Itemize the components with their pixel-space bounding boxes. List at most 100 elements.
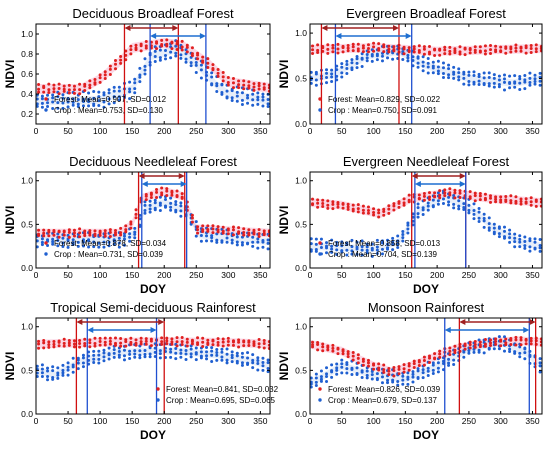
- crop-point: [158, 203, 162, 207]
- crop-point: [401, 374, 405, 378]
- forest-point: [88, 341, 92, 345]
- forest-point: [62, 344, 66, 348]
- forest-point: [52, 83, 56, 87]
- crop-point: [533, 240, 537, 244]
- x-tick-label: 0: [34, 416, 39, 426]
- forest-point: [331, 343, 335, 347]
- crop-point: [97, 103, 101, 107]
- crop-point: [266, 104, 270, 108]
- forest-point: [175, 344, 179, 348]
- y-axis-label: NDVI: [3, 60, 17, 89]
- crop-point: [441, 61, 445, 65]
- crop-point: [355, 61, 359, 65]
- y-tick-label: 0.0: [21, 263, 33, 273]
- forest-point: [433, 53, 437, 57]
- crop-season-arrow: [87, 327, 157, 333]
- crop-point: [472, 208, 476, 212]
- forest-point: [216, 71, 220, 75]
- forest-point: [155, 47, 159, 51]
- crop-point: [314, 372, 318, 376]
- forest-point: [519, 49, 523, 53]
- x-tick-label: 350: [525, 270, 539, 280]
- crop-point: [330, 250, 334, 254]
- crop-point: [256, 91, 260, 95]
- crop-point: [153, 55, 157, 59]
- crop-point: [256, 240, 260, 244]
- forest-point: [336, 51, 340, 55]
- forest-point: [392, 369, 396, 373]
- crop-season-arrow: [141, 181, 187, 187]
- forest-point: [392, 204, 396, 208]
- forest-point: [473, 345, 477, 349]
- crop-point: [497, 235, 501, 239]
- forest-point: [165, 336, 169, 340]
- forest-point: [321, 345, 325, 349]
- x-tick-label: 100: [93, 270, 107, 280]
- crop-point: [246, 361, 250, 365]
- forest-point: [226, 80, 230, 84]
- forest-point: [504, 198, 508, 202]
- crop-point: [164, 53, 168, 57]
- forest-point: [57, 86, 61, 90]
- forest-point: [160, 191, 164, 195]
- crop-point: [117, 349, 121, 353]
- forest-point: [103, 336, 107, 340]
- crop-point: [310, 376, 313, 380]
- x-tick-label: 350: [525, 416, 539, 426]
- crop-point: [518, 237, 522, 241]
- crop-point: [122, 348, 126, 352]
- crop-point: [380, 252, 384, 256]
- crop-point: [240, 102, 244, 106]
- forest-point: [155, 190, 159, 194]
- crop-point: [497, 232, 501, 236]
- legend-label-forest: Forest: Mean=0.878, SD=0.034: [54, 239, 167, 248]
- forest-point: [216, 337, 220, 341]
- forest-point: [483, 44, 487, 48]
- crop-point: [56, 373, 60, 377]
- forest-point: [257, 345, 261, 349]
- crop-point: [61, 371, 65, 375]
- crop-point: [538, 357, 542, 361]
- crop-point: [508, 236, 512, 240]
- crop-point: [380, 59, 384, 63]
- crop-point: [396, 234, 400, 238]
- crop-point: [40, 240, 44, 244]
- x-tick-label: 200: [430, 270, 444, 280]
- forest-point: [267, 229, 270, 233]
- crop-point: [179, 56, 183, 60]
- crop-point: [436, 370, 440, 374]
- forest-point: [252, 85, 256, 89]
- crop-point: [406, 371, 410, 375]
- crop-point: [51, 100, 55, 104]
- x-tick-label: 100: [366, 416, 380, 426]
- crop-point: [508, 74, 512, 78]
- forest-point: [52, 233, 56, 237]
- forest-point: [237, 86, 241, 90]
- crop-point: [330, 68, 334, 72]
- crop-points: [310, 189, 542, 258]
- crop-point: [133, 352, 137, 356]
- y-tick-label: 0.5: [295, 365, 307, 375]
- crop-point: [112, 351, 116, 355]
- crop-point: [194, 220, 198, 224]
- crop-point: [502, 235, 506, 239]
- crop-point: [71, 97, 75, 101]
- crop-point: [314, 247, 318, 251]
- x-tick-label: 50: [63, 126, 73, 136]
- forest-point: [242, 79, 246, 83]
- forest-point: [211, 224, 215, 228]
- forest-point: [478, 191, 482, 195]
- crop-point: [112, 89, 116, 93]
- forest-point: [196, 231, 200, 235]
- forest-point: [98, 343, 102, 347]
- forest-point: [361, 204, 365, 208]
- forest-point: [387, 47, 391, 51]
- crop-point: [518, 234, 522, 238]
- forest-point: [346, 352, 350, 356]
- forest-point: [185, 337, 189, 341]
- crop-point: [380, 54, 384, 58]
- crop-point: [66, 100, 70, 104]
- crop-point: [235, 243, 239, 247]
- forest-point: [47, 88, 51, 92]
